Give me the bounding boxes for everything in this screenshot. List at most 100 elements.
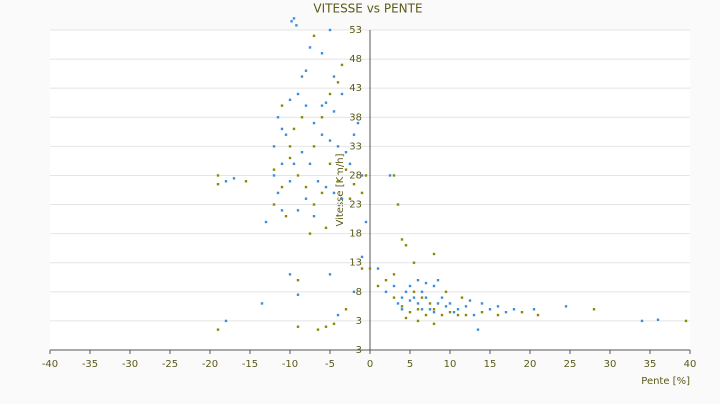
point: [344, 150, 348, 154]
point: [440, 296, 444, 299]
point: [328, 92, 332, 96]
point: [272, 203, 276, 206]
point: [280, 127, 284, 131]
y-tick-label: 13: [349, 258, 362, 269]
point: [452, 310, 456, 314]
x-tick-label: 20: [524, 359, 537, 370]
point: [404, 244, 408, 247]
point: [280, 209, 284, 212]
point: [400, 238, 404, 241]
point: [232, 177, 236, 180]
point: [340, 92, 344, 96]
x-tick-label: 35: [644, 359, 657, 370]
point: [400, 308, 404, 311]
point: [280, 162, 284, 166]
point: [656, 318, 660, 321]
y-axis-title: Vitesse [Km/h]: [335, 153, 346, 226]
point: [476, 328, 480, 331]
point: [290, 20, 293, 23]
point: [292, 17, 296, 20]
point: [392, 284, 396, 288]
point: [320, 191, 324, 195]
point: [376, 267, 380, 270]
point: [216, 328, 220, 331]
point: [328, 162, 332, 166]
point: [504, 310, 508, 314]
x-tick-label: -35: [82, 359, 98, 370]
point: [284, 214, 288, 218]
point: [400, 305, 404, 308]
point: [304, 104, 308, 107]
point: [312, 145, 316, 148]
point: [592, 308, 596, 311]
point: [224, 180, 228, 183]
x-axis-title: Pente [%]: [641, 376, 690, 387]
point: [412, 261, 416, 264]
point: [432, 284, 436, 288]
point: [420, 290, 424, 294]
point: [308, 232, 312, 235]
point: [284, 133, 288, 136]
point: [436, 278, 440, 282]
point: [332, 75, 336, 78]
point: [376, 284, 380, 288]
point: [324, 226, 328, 230]
point: [332, 191, 336, 195]
point: [296, 209, 300, 212]
point: [300, 150, 304, 154]
point: [464, 313, 468, 317]
point: [392, 174, 396, 177]
point: [304, 197, 308, 200]
point: [416, 308, 420, 311]
point: [324, 325, 328, 328]
point: [392, 296, 396, 299]
point: [444, 290, 448, 294]
point: [352, 290, 356, 294]
point: [408, 310, 412, 314]
point: [304, 69, 308, 72]
point: [336, 313, 340, 317]
point: [324, 185, 328, 189]
point: [280, 185, 284, 189]
point: [432, 252, 436, 256]
point: [432, 322, 436, 326]
point: [456, 313, 460, 317]
point: [288, 156, 292, 160]
point: [436, 302, 440, 305]
point: [432, 310, 436, 314]
point: [448, 302, 452, 305]
point: [404, 290, 408, 294]
point: [444, 305, 448, 308]
point: [396, 302, 400, 305]
point: [360, 267, 364, 270]
point: [396, 203, 400, 206]
y-tick-label: 18: [349, 229, 362, 240]
point: [292, 127, 296, 131]
point: [300, 116, 304, 119]
point: [440, 313, 444, 317]
point: [292, 162, 296, 166]
point: [460, 296, 464, 299]
point: [312, 34, 316, 38]
point: [432, 308, 436, 311]
point: [520, 310, 524, 314]
point: [352, 182, 356, 186]
y-tick-label: 33: [349, 141, 362, 152]
point: [388, 174, 392, 177]
point: [416, 278, 420, 282]
point: [640, 319, 644, 323]
point: [420, 296, 424, 299]
point: [296, 92, 300, 96]
point: [408, 284, 412, 288]
point: [336, 81, 340, 84]
y-tick-label: 53: [349, 25, 362, 36]
point: [288, 145, 292, 148]
point: [344, 308, 348, 311]
x-tick-label: 5: [407, 359, 413, 370]
point: [308, 46, 312, 49]
point: [364, 174, 368, 177]
y-tick-label: 28: [349, 170, 362, 181]
point: [312, 203, 316, 206]
point: [468, 299, 472, 302]
